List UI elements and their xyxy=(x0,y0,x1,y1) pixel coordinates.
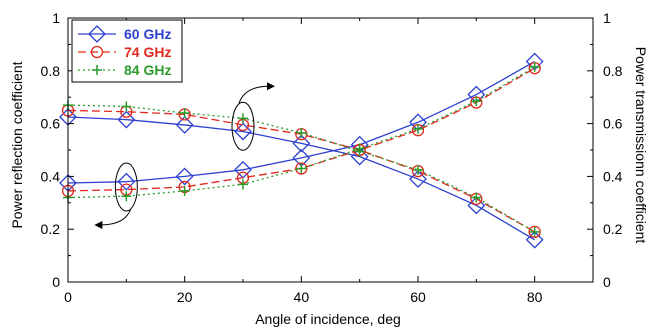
data-point-2-reflection xyxy=(471,96,482,107)
x-tick-label: 40 xyxy=(294,289,310,305)
y-tick-label-left: 1 xyxy=(52,10,60,26)
data-point-2-transmission xyxy=(121,101,132,112)
data-point-0-reflection xyxy=(117,172,136,191)
legend-marker xyxy=(92,65,102,75)
axes: 0 20 40 60 800 00.2 0.20.4 0.40.6 0.60.8 0.81 1 xyxy=(41,10,623,305)
annotation-arrowhead xyxy=(267,82,275,91)
data-point-0-reflection xyxy=(175,167,194,186)
y-axis-title-right: Power transmissionn coefficient xyxy=(633,47,649,244)
legend-label: 74 GHz xyxy=(124,44,171,60)
y-tick-label-right: 0 xyxy=(603,274,611,290)
x-tick-label: 20 xyxy=(177,289,193,305)
legend-marker xyxy=(90,45,104,59)
series-line-0-transmission xyxy=(67,116,535,241)
plot-area xyxy=(59,52,544,249)
data-point-2-transmission xyxy=(354,146,365,157)
data-point-2-reflection xyxy=(179,185,190,196)
y-tick-label-right: 0.4 xyxy=(603,168,623,184)
y-axis-title-left: Power reflection coefficient xyxy=(9,61,25,228)
data-point-0-transmission xyxy=(350,147,369,166)
x-tick-label: 0 xyxy=(64,289,72,305)
legend-label: 60 GHz xyxy=(124,26,171,42)
legend-marker xyxy=(88,25,106,43)
series-line-0-reflection xyxy=(67,60,535,184)
annotation-arrowhead xyxy=(94,220,103,229)
data-point-2-transmission xyxy=(529,226,540,237)
legend-box xyxy=(71,19,183,83)
data-point-2-reflection xyxy=(121,191,132,202)
data-point-2-reflection xyxy=(529,61,540,72)
data-point-1-reflection xyxy=(295,162,308,175)
y-tick-label-left: 0 xyxy=(52,274,60,290)
y-tick-label-left: 0.8 xyxy=(41,63,61,79)
annotation-ellipse xyxy=(231,101,255,151)
annotation-arrow xyxy=(100,209,131,226)
annotation-arrow xyxy=(238,85,270,104)
annotation-ellipse xyxy=(114,162,138,212)
data-point-1-transmission xyxy=(528,225,541,238)
data-point-2-transmission xyxy=(471,192,482,203)
data-point-0-transmission xyxy=(409,170,427,188)
x-axis-title: Angle of incidence, deg xyxy=(255,311,401,327)
x-tick-label: 60 xyxy=(410,289,426,305)
data-point-2-transmission xyxy=(238,113,248,124)
data-point-2-transmission xyxy=(296,127,307,138)
data-point-0-transmission xyxy=(467,196,486,215)
y-tick-label-left: 0.6 xyxy=(41,116,61,132)
data-point-2-reflection xyxy=(238,179,248,190)
y-tick-label-right: 0.8 xyxy=(603,63,623,79)
data-point-0-transmission xyxy=(525,230,544,249)
data-point-0-transmission xyxy=(117,110,136,129)
y-tick-label-left: 0.4 xyxy=(41,168,61,184)
data-point-0-transmission xyxy=(234,122,252,141)
x-tick-label: 80 xyxy=(527,289,543,305)
data-point-2-reflection xyxy=(413,123,423,134)
y-tick-label-right: 0.2 xyxy=(603,221,623,237)
legend-label: 84 GHz xyxy=(124,62,171,78)
y-tick-label-left: 0.2 xyxy=(41,221,61,237)
legend: 60 GHz 74 GHz 84 GHz xyxy=(71,19,183,83)
data-point-0-transmission xyxy=(175,116,194,134)
y-tick-label-right: 0.6 xyxy=(603,116,623,132)
data-point-2-transmission xyxy=(413,164,423,175)
data-point-2-transmission xyxy=(179,108,190,119)
y-tick-label-right: 1 xyxy=(603,10,611,26)
data-point-0-transmission xyxy=(292,134,311,153)
data-point-2-reflection xyxy=(296,163,307,174)
